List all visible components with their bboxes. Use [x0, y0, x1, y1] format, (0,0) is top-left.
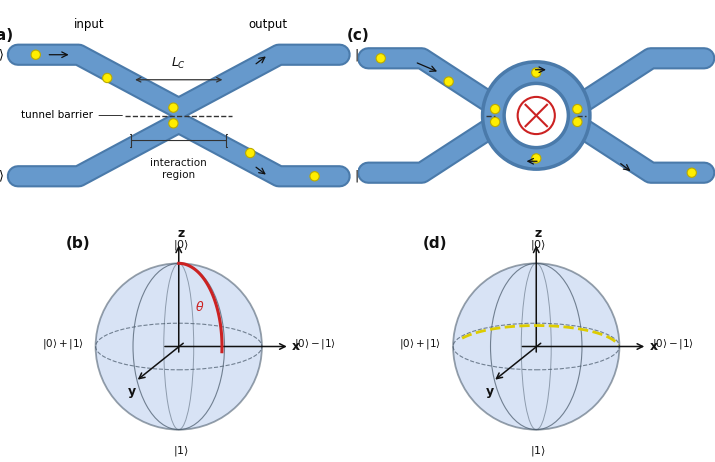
Text: $|0\rangle+|1\rangle$: $|0\rangle+|1\rangle$ — [400, 337, 442, 351]
Text: $|0\rangle$: $|0\rangle$ — [531, 238, 547, 252]
Text: $|0\rangle-|1\rangle$: $|0\rangle-|1\rangle$ — [295, 337, 336, 351]
Circle shape — [310, 171, 319, 181]
Circle shape — [453, 263, 619, 430]
Text: (b): (b) — [66, 236, 90, 250]
Circle shape — [531, 68, 541, 77]
Text: output: output — [249, 18, 287, 31]
Text: $|1\rangle$: $|1\rangle$ — [531, 444, 547, 457]
Circle shape — [169, 103, 178, 112]
Circle shape — [490, 117, 500, 127]
Circle shape — [493, 73, 579, 158]
Text: (d): (d) — [423, 236, 448, 250]
Circle shape — [518, 97, 555, 134]
Text: $\theta$: $\theta$ — [195, 299, 204, 314]
Text: $|1\rangle$: $|1\rangle$ — [354, 168, 372, 184]
Text: $|0\rangle+|1\rangle$: $|0\rangle+|1\rangle$ — [42, 337, 84, 351]
Circle shape — [444, 77, 453, 86]
Text: x: x — [649, 340, 658, 353]
Circle shape — [169, 119, 178, 128]
Circle shape — [103, 73, 112, 83]
Text: z: z — [177, 227, 184, 240]
Text: y: y — [128, 385, 137, 398]
Text: tunnel barrier: tunnel barrier — [21, 110, 122, 121]
Circle shape — [573, 104, 582, 114]
Circle shape — [573, 117, 582, 127]
Text: y: y — [485, 385, 494, 398]
Text: (c): (c) — [347, 28, 370, 43]
Circle shape — [31, 50, 40, 60]
Circle shape — [490, 104, 500, 114]
Text: $|0\rangle-|1\rangle$: $|0\rangle-|1\rangle$ — [652, 337, 694, 351]
Circle shape — [246, 148, 255, 158]
Text: input: input — [74, 18, 104, 31]
Circle shape — [376, 54, 385, 63]
Text: $B$: $B$ — [556, 89, 566, 101]
Circle shape — [687, 168, 696, 177]
Text: z: z — [535, 227, 542, 240]
Circle shape — [96, 263, 262, 430]
Text: (a): (a) — [0, 28, 14, 43]
Circle shape — [531, 154, 541, 163]
Text: $|0\rangle$: $|0\rangle$ — [173, 238, 189, 252]
Text: $|0\rangle$: $|0\rangle$ — [0, 47, 4, 63]
Text: x: x — [292, 340, 300, 353]
Text: $|1\rangle$: $|1\rangle$ — [0, 168, 4, 184]
Text: $L_C$: $L_C$ — [171, 56, 187, 71]
Text: $|1\rangle$: $|1\rangle$ — [173, 444, 189, 457]
Text: $|0\rangle$: $|0\rangle$ — [354, 47, 372, 63]
Text: interaction
region: interaction region — [150, 158, 207, 180]
